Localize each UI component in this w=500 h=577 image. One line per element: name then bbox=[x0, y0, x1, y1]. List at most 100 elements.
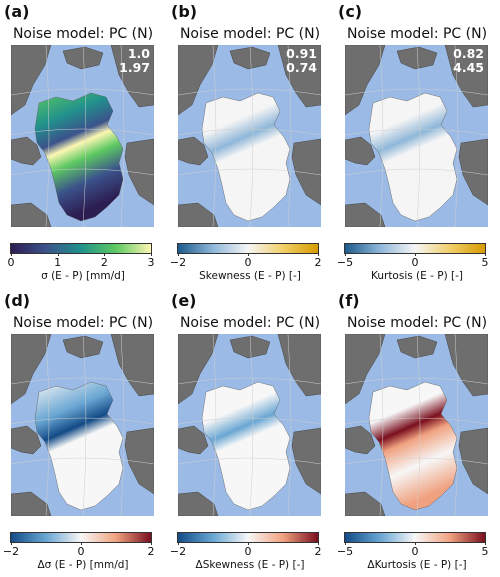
colorbar-tick-label: 1 bbox=[54, 256, 62, 269]
colorbar-tick-label: 2 bbox=[100, 256, 108, 269]
land-mass bbox=[229, 46, 271, 70]
land-mass bbox=[345, 334, 386, 405]
atlantic-map bbox=[178, 334, 321, 516]
colorbar-label: Kurtosis (E - P) [-] bbox=[370, 270, 463, 282]
land-mass bbox=[178, 136, 209, 166]
colorbar-tick bbox=[318, 542, 319, 545]
land-mass bbox=[178, 45, 219, 116]
data-field bbox=[201, 381, 291, 511]
atlantic-map bbox=[178, 45, 321, 227]
panel-label: (a) bbox=[4, 2, 30, 21]
graticule-line bbox=[178, 377, 321, 385]
land-mass bbox=[458, 427, 488, 495]
colorbar-tick-label: 0 bbox=[7, 256, 15, 269]
colorbar-tick-label: 0 bbox=[411, 256, 419, 269]
land-mass bbox=[229, 335, 271, 359]
colorbar-tick-label: 2 bbox=[147, 545, 155, 558]
atlantic-map bbox=[345, 45, 488, 227]
colorbar-tick bbox=[248, 542, 249, 545]
land-mass bbox=[178, 491, 219, 516]
colorbar-tick bbox=[104, 253, 106, 256]
graticule-line bbox=[178, 457, 321, 465]
colorbar-tick-label: −5 bbox=[336, 256, 354, 269]
land-mass bbox=[62, 335, 104, 359]
panel-title: Noise model: PC (N) bbox=[346, 26, 488, 42]
graticule-line bbox=[249, 45, 254, 227]
colorbar-label: Δσ (E - P) [mm/d] bbox=[37, 559, 129, 571]
panel-label: (d) bbox=[4, 291, 31, 310]
colorbar-tick-label: 0 bbox=[244, 256, 252, 269]
stat-ratio: 1.97 bbox=[119, 60, 150, 75]
graticule-line bbox=[45, 334, 50, 516]
panel-label: (b) bbox=[171, 2, 198, 21]
panel-title: Noise model: PC (N) bbox=[12, 26, 154, 42]
graticule-line bbox=[345, 88, 488, 96]
graticule-line bbox=[178, 168, 321, 176]
graticule-line bbox=[345, 128, 488, 136]
colorbar-tick bbox=[415, 253, 416, 256]
graticule-line bbox=[249, 334, 254, 516]
colorbar-tick bbox=[81, 542, 82, 545]
graticule-line bbox=[345, 377, 488, 385]
colorbar-tick-label: 0 bbox=[411, 545, 419, 558]
land-mass bbox=[62, 46, 104, 70]
colorbar-tick bbox=[415, 542, 416, 545]
panel-title: Noise model: PC (N) bbox=[179, 26, 321, 42]
stat-correlation: 0.82 bbox=[453, 46, 484, 61]
land-mass bbox=[396, 46, 438, 70]
colorbar-tick-label: 3 bbox=[147, 256, 155, 269]
atlantic-map bbox=[345, 334, 488, 516]
data-field bbox=[368, 381, 458, 511]
graticule-line bbox=[379, 45, 384, 227]
colorbar-tick-label: −2 bbox=[169, 545, 187, 558]
colorbar-tick-label: −2 bbox=[2, 545, 20, 558]
colorbar-tick bbox=[345, 253, 346, 256]
colorbar-tick bbox=[151, 542, 152, 545]
land-mass bbox=[11, 491, 52, 516]
graticule-line bbox=[416, 45, 421, 227]
colorbar-tick-label: 0 bbox=[244, 545, 252, 558]
colorbar-label: Skewness (E - P) [-] bbox=[199, 270, 301, 282]
land-mass bbox=[291, 138, 321, 206]
panel-title: Noise model: PC (N) bbox=[346, 315, 488, 331]
graticule-line bbox=[178, 417, 321, 425]
graticule-line bbox=[11, 168, 154, 176]
colorbar-tick bbox=[485, 542, 486, 545]
data-field bbox=[201, 92, 291, 222]
graticule-line bbox=[345, 417, 488, 425]
land-mass bbox=[291, 427, 321, 495]
graticule-line bbox=[11, 377, 154, 385]
graticule-line bbox=[212, 334, 217, 516]
colorbar-label: ΔSkewness (E - P) [-] bbox=[195, 559, 305, 571]
land-mass bbox=[345, 491, 386, 516]
land-mass bbox=[11, 45, 52, 116]
land-mass bbox=[396, 335, 438, 359]
graticule-line bbox=[11, 88, 154, 96]
colorbar-tick-label: −2 bbox=[169, 256, 187, 269]
colorbar-tick bbox=[11, 542, 12, 545]
graticule-line bbox=[11, 417, 154, 425]
land-mass bbox=[345, 202, 386, 227]
data-field bbox=[368, 92, 458, 222]
graticule-line bbox=[11, 128, 154, 136]
land-mass bbox=[11, 136, 42, 166]
land-mass bbox=[345, 136, 376, 166]
colorbar-tick-label: −5 bbox=[336, 545, 354, 558]
colorbar-tick-label: 2 bbox=[314, 256, 322, 269]
colorbar-tick bbox=[248, 253, 249, 256]
land-mass bbox=[11, 334, 52, 405]
land-mass bbox=[458, 138, 488, 206]
land-mass bbox=[345, 425, 376, 455]
land-mass bbox=[124, 427, 154, 495]
stat-correlation: 1.0 bbox=[127, 46, 150, 61]
panel-label: (c) bbox=[338, 2, 363, 21]
colorbar-tick bbox=[11, 253, 12, 256]
graticule-line bbox=[120, 45, 125, 227]
graticule-line bbox=[416, 334, 421, 516]
colorbar-tick bbox=[151, 253, 152, 256]
stat-ratio: 4.45 bbox=[453, 60, 484, 75]
graticule-line bbox=[287, 334, 292, 516]
land-mass bbox=[178, 425, 209, 455]
panel-f: (f) Noise model: PC (N) ΔKurtosis (E - P… bbox=[334, 289, 500, 577]
colorbar-tick bbox=[178, 253, 179, 256]
